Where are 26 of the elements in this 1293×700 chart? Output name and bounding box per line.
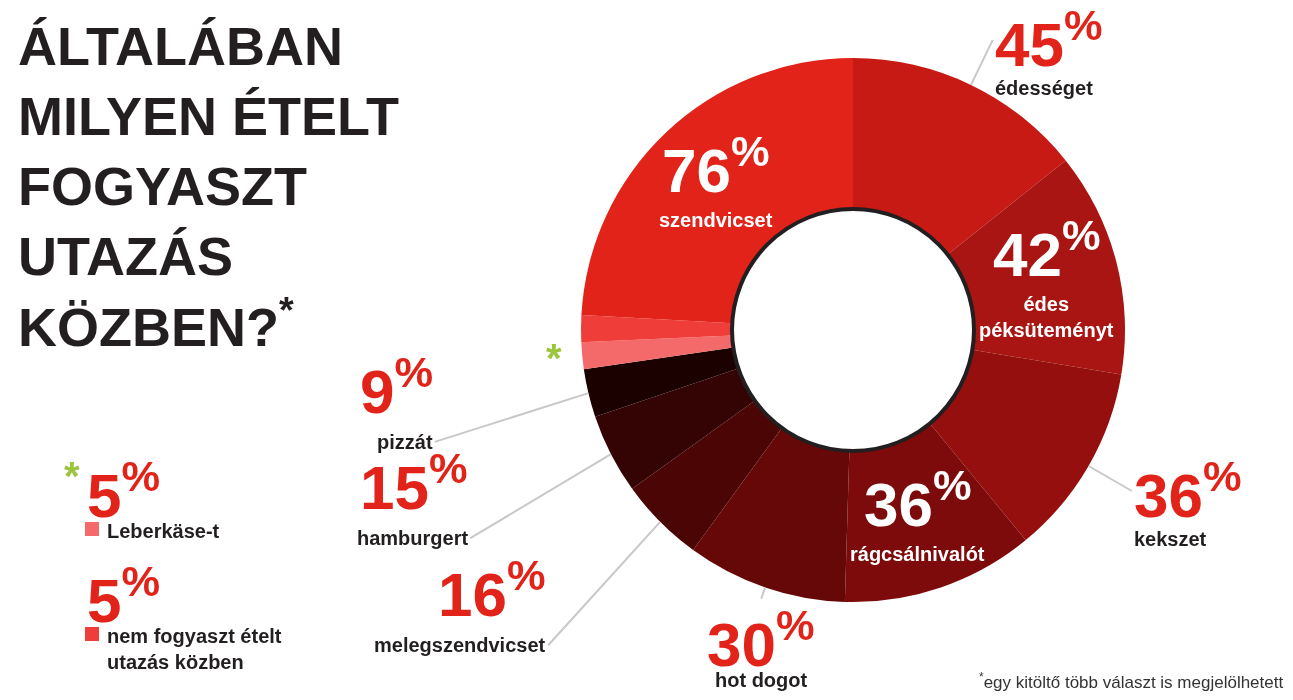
donut-slice bbox=[693, 427, 850, 602]
slice-label: melegszendvicset bbox=[374, 634, 546, 656]
data-label: 36$^{%}$ bbox=[1134, 452, 1242, 531]
slice-label: hot dogot bbox=[715, 669, 808, 691]
slice-label: hamburgert bbox=[357, 527, 469, 549]
slice-label: szendvicset bbox=[659, 209, 773, 231]
slice-label: rágcsálnivalót bbox=[850, 543, 985, 565]
donut-slice bbox=[583, 347, 739, 417]
slice-label: édességet bbox=[995, 77, 1094, 99]
donut-slice bbox=[581, 315, 733, 343]
donut-slice bbox=[632, 400, 782, 551]
slice-label: édes péksüteményt bbox=[979, 293, 1114, 341]
donut-slice bbox=[929, 349, 1122, 541]
text: * bbox=[546, 336, 562, 380]
slice-label: kekszet bbox=[1134, 528, 1207, 550]
data-label: 76$^{%}$ bbox=[662, 127, 770, 206]
donut-slice bbox=[581, 58, 853, 324]
legend-label: Leberkäse-t bbox=[107, 520, 220, 542]
donut-slice bbox=[581, 335, 734, 370]
text: * bbox=[64, 454, 80, 498]
donut-slice bbox=[595, 368, 755, 489]
data-label: 16$^{%}$ bbox=[438, 551, 546, 630]
data-label: 36$^{%}$ bbox=[864, 461, 972, 540]
data-label: 42$^{%}$ bbox=[993, 211, 1101, 290]
data-label: 45$^{%}$ bbox=[995, 1, 1103, 80]
text: $^{*}$egy kitöltő több választ is megjelölhetett bbox=[979, 670, 1284, 693]
